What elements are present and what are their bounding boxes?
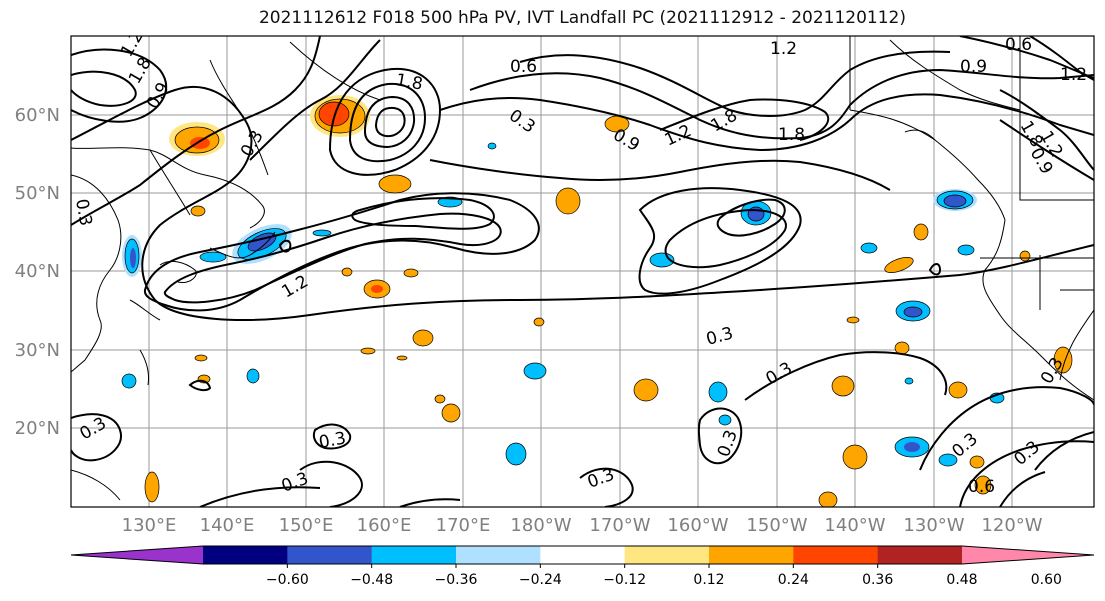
colorbar-segment (203, 546, 288, 564)
colorbar-segment (371, 546, 457, 564)
colorbar-tick-label: −0.60 (266, 572, 309, 588)
colorbar-segment (709, 546, 794, 564)
lon-label: 160°E (357, 515, 412, 536)
lat-label: 50°N (15, 183, 60, 204)
contour-label: 0.6 (968, 477, 995, 497)
colorbar-extend-low (71, 546, 203, 564)
contour-label: 0.6 (1005, 35, 1032, 55)
colorbar-outline (70, 545, 1095, 565)
lat-label: 30°N (15, 340, 60, 361)
lat-label: 60°N (15, 105, 60, 126)
lat-label: 40°N (15, 261, 60, 282)
colorbar-tick-label: −0.36 (435, 572, 478, 588)
lon-label: 160°W (667, 515, 728, 536)
contour-label: 0.6 (510, 57, 537, 77)
map-frame (70, 35, 1095, 508)
colorbar-tick-label: −0.48 (350, 572, 393, 588)
lon-label: 130°E (122, 515, 177, 536)
lon-label: 180°W (510, 515, 571, 536)
colorbar-tick-label: −0.12 (603, 572, 646, 588)
colorbar-tick-label: 0.36 (862, 572, 893, 588)
colorbar-tick-label: 0.24 (778, 572, 809, 588)
colorbar-tick-label: 0.60 (1031, 572, 1062, 588)
longitude-labels: 130°E 140°E 150°E 160°E 170°E 180°W 170°… (122, 515, 1043, 536)
colorbar: −0.60 −0.48 −0.36 −0.24 −0.12 0.12 0.24 0.36 0.4… (70, 545, 1095, 588)
contour-label: 0.3 (317, 429, 347, 453)
lat-label: 20°N (15, 418, 60, 439)
colorbar-tick-label: 0.12 (693, 572, 724, 588)
lon-label: 120°W (981, 515, 1042, 536)
colorbar-segment (877, 546, 963, 564)
lon-label: 170°W (589, 515, 650, 536)
graticule (71, 36, 1094, 507)
colorbar-segment (540, 546, 626, 564)
contour-label: 0.3 (71, 197, 95, 227)
lon-label: 140°W (824, 515, 885, 536)
latitude-labels: 60°N 50°N 40°N 30°N 20°N (15, 105, 60, 439)
contour-label: 1.2 (1060, 65, 1087, 85)
lon-label: 130°W (903, 515, 964, 536)
contour-label: 1.8 (778, 125, 805, 145)
contour-label: 1.2 (770, 39, 797, 59)
pv-shading (121, 95, 1073, 507)
contour-label: 1.8 (394, 70, 424, 94)
map-title: 2021112612 F018 500 hPa PV, IVT Landfall… (258, 8, 906, 28)
colorbar-tick-label: 0.48 (946, 572, 977, 588)
lon-label: 150°E (279, 515, 334, 536)
pv-contours (71, 36, 1094, 507)
lon-label: 140°E (200, 515, 255, 536)
colorbar-segment (287, 546, 373, 564)
contour-label: 0.9 (960, 57, 987, 77)
colorbar-segment (793, 546, 879, 564)
colorbar-extend-high (962, 546, 1094, 564)
colorbar-segment (456, 546, 541, 564)
colorbar-segment (624, 546, 710, 564)
colorbar-tick-label: −0.24 (519, 572, 562, 588)
lon-label: 150°W (746, 515, 807, 536)
lon-label: 170°E (436, 515, 491, 536)
